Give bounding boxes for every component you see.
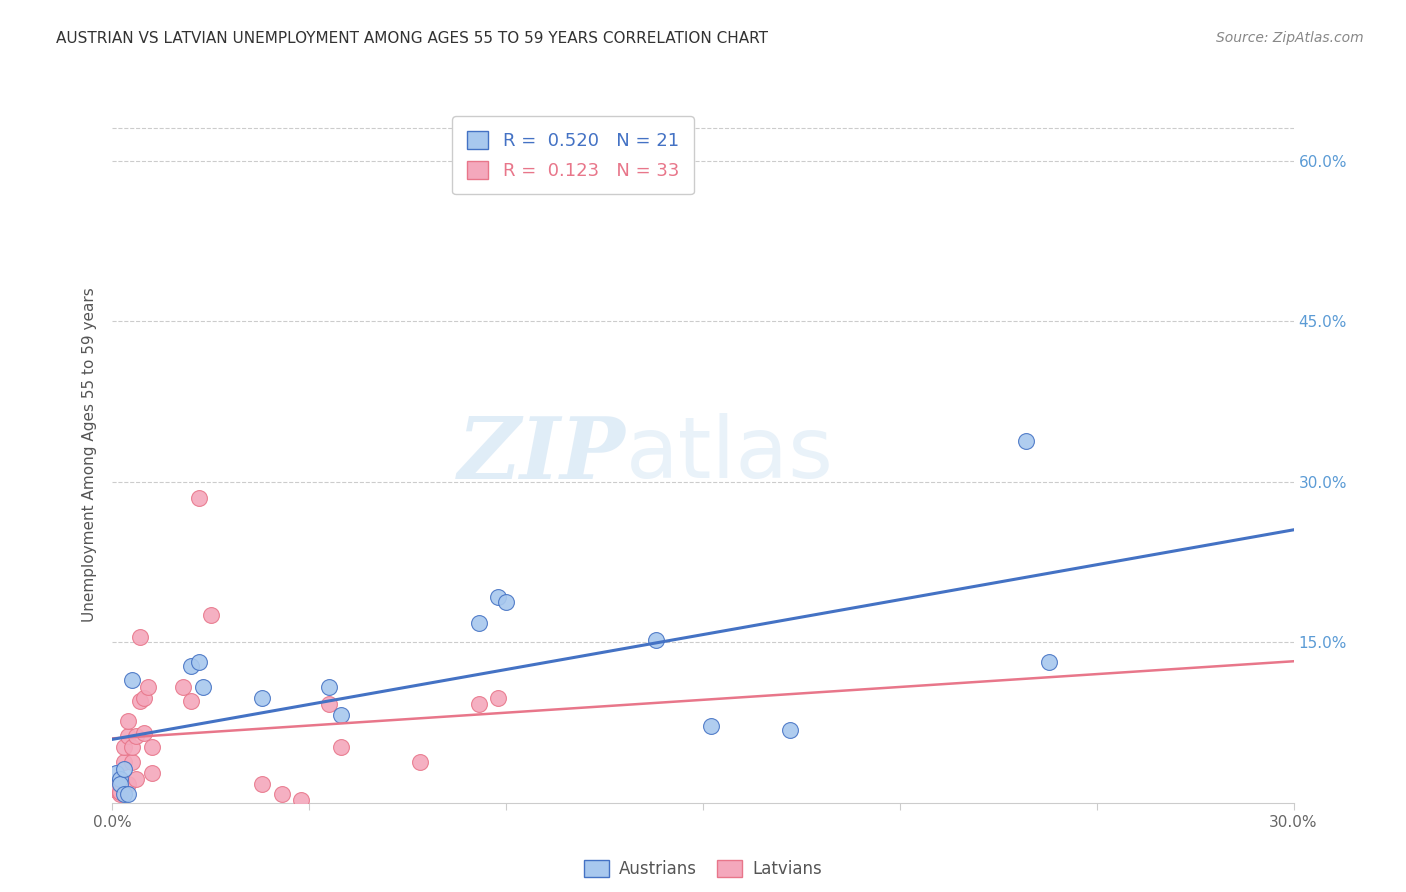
Point (129, 630, 152, 644)
Point (495, 594, 517, 608)
Text: AUSTRIAN VS LATVIAN UNEMPLOYMENT AMONG AGES 55 TO 59 YEARS CORRELATION CHART: AUSTRIAN VS LATVIAN UNEMPLOYMENT AMONG A… (56, 31, 768, 46)
Point (250, 776, 273, 790)
Point (141, 740, 163, 755)
Point (180, 694, 202, 708)
Point (180, 658, 202, 673)
Point (112, 787, 135, 801)
Point (110, 772, 132, 787)
Point (486, 690, 509, 705)
Point (112, 755, 135, 769)
Point (110, 785, 132, 799)
Point (188, 655, 211, 669)
Point (486, 591, 509, 605)
Point (1038, 655, 1060, 669)
Text: ZIP: ZIP (458, 413, 626, 497)
Point (644, 633, 666, 648)
Point (117, 730, 139, 744)
Point (110, 772, 132, 787)
Text: Source: ZipAtlas.com: Source: ZipAtlas.com (1216, 31, 1364, 45)
Point (132, 690, 155, 705)
Point (318, 698, 340, 712)
Point (329, 740, 352, 755)
Point (125, 772, 148, 787)
Point (318, 680, 340, 694)
Legend: Austrians, Latvians: Austrians, Latvians (578, 854, 828, 885)
Point (1015, 434, 1038, 448)
Point (121, 740, 143, 755)
Point (117, 714, 139, 729)
Point (129, 694, 152, 708)
Text: atlas: atlas (626, 413, 834, 497)
Point (188, 491, 211, 505)
Point (105, 765, 128, 780)
Point (191, 680, 214, 694)
Point (125, 730, 148, 744)
Point (117, 787, 139, 801)
Point (408, 755, 430, 769)
Point (136, 680, 159, 694)
Point (467, 698, 489, 712)
Point (329, 708, 352, 723)
Point (270, 787, 292, 801)
Point (141, 765, 163, 780)
Point (132, 726, 155, 740)
Point (121, 755, 143, 769)
Point (290, 792, 312, 806)
Point (105, 776, 128, 790)
Point (110, 787, 132, 801)
Point (105, 783, 128, 797)
Point (779, 723, 801, 737)
Point (250, 690, 273, 705)
Point (172, 680, 194, 694)
Point (467, 615, 489, 630)
Point (112, 762, 135, 776)
Point (112, 740, 135, 755)
Point (200, 608, 222, 623)
Point (700, 719, 723, 733)
Y-axis label: Unemployment Among Ages 55 to 59 years: Unemployment Among Ages 55 to 59 years (82, 287, 97, 623)
Point (121, 673, 143, 687)
Point (117, 776, 139, 790)
Point (110, 776, 132, 790)
